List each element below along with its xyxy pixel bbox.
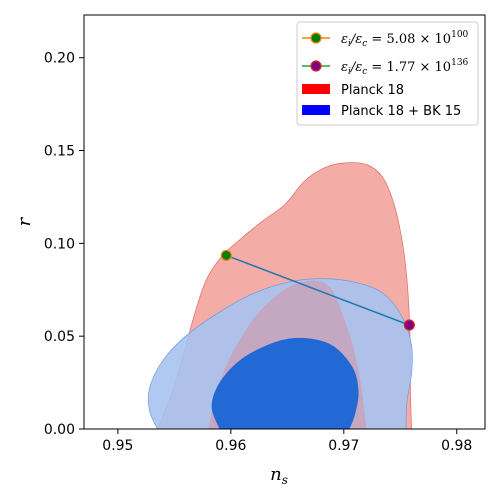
legend-patch-bk15 [302,105,330,115]
point-5.08e100 [220,249,232,262]
legend-marker-2 [310,60,322,72]
legend-label-1: εi/εc = 5.08 × 10100 [341,30,469,49]
x-tick-label: 0.95 [102,438,133,454]
y-tick-label: 0.00 [44,422,75,438]
bk15-inner-contour [211,337,359,429]
connecting-line [226,254,410,326]
legend-marker-1 [310,32,322,44]
legend-label-3: Planck 18 [341,83,404,98]
y-tick-label: 0.05 [44,329,75,345]
y-tick-label: 0.10 [44,236,75,252]
legend-label-2: εi/εc = 1.77 × 10136 [341,58,469,77]
x-axis-ticks: 0.95 0.96 0.97 0.98 [102,429,472,454]
x-tick-label: 0.96 [215,438,246,454]
y-axis-ticks: 0.00 0.05 0.10 0.15 0.20 [44,51,84,438]
legend-label-4: Planck 18 + BK 15 [341,104,461,119]
legend-patch-planck18 [302,84,330,94]
contour-layer [147,162,413,429]
legend-box [296,21,479,126]
x-axis-label: ns [270,464,288,487]
y-tick-label: 0.20 [44,51,75,67]
legend: εi/εc = 5.08 × 10100 εi/εc = 1.77 × 1013… [296,21,479,126]
point-1.77e136 [403,319,415,331]
y-tick-label: 0.15 [44,144,75,160]
x-tick-label: 0.97 [328,438,359,454]
y-axis-label: r [14,216,35,226]
axes-frame [83,14,486,430]
x-tick-label: 0.98 [441,438,472,454]
